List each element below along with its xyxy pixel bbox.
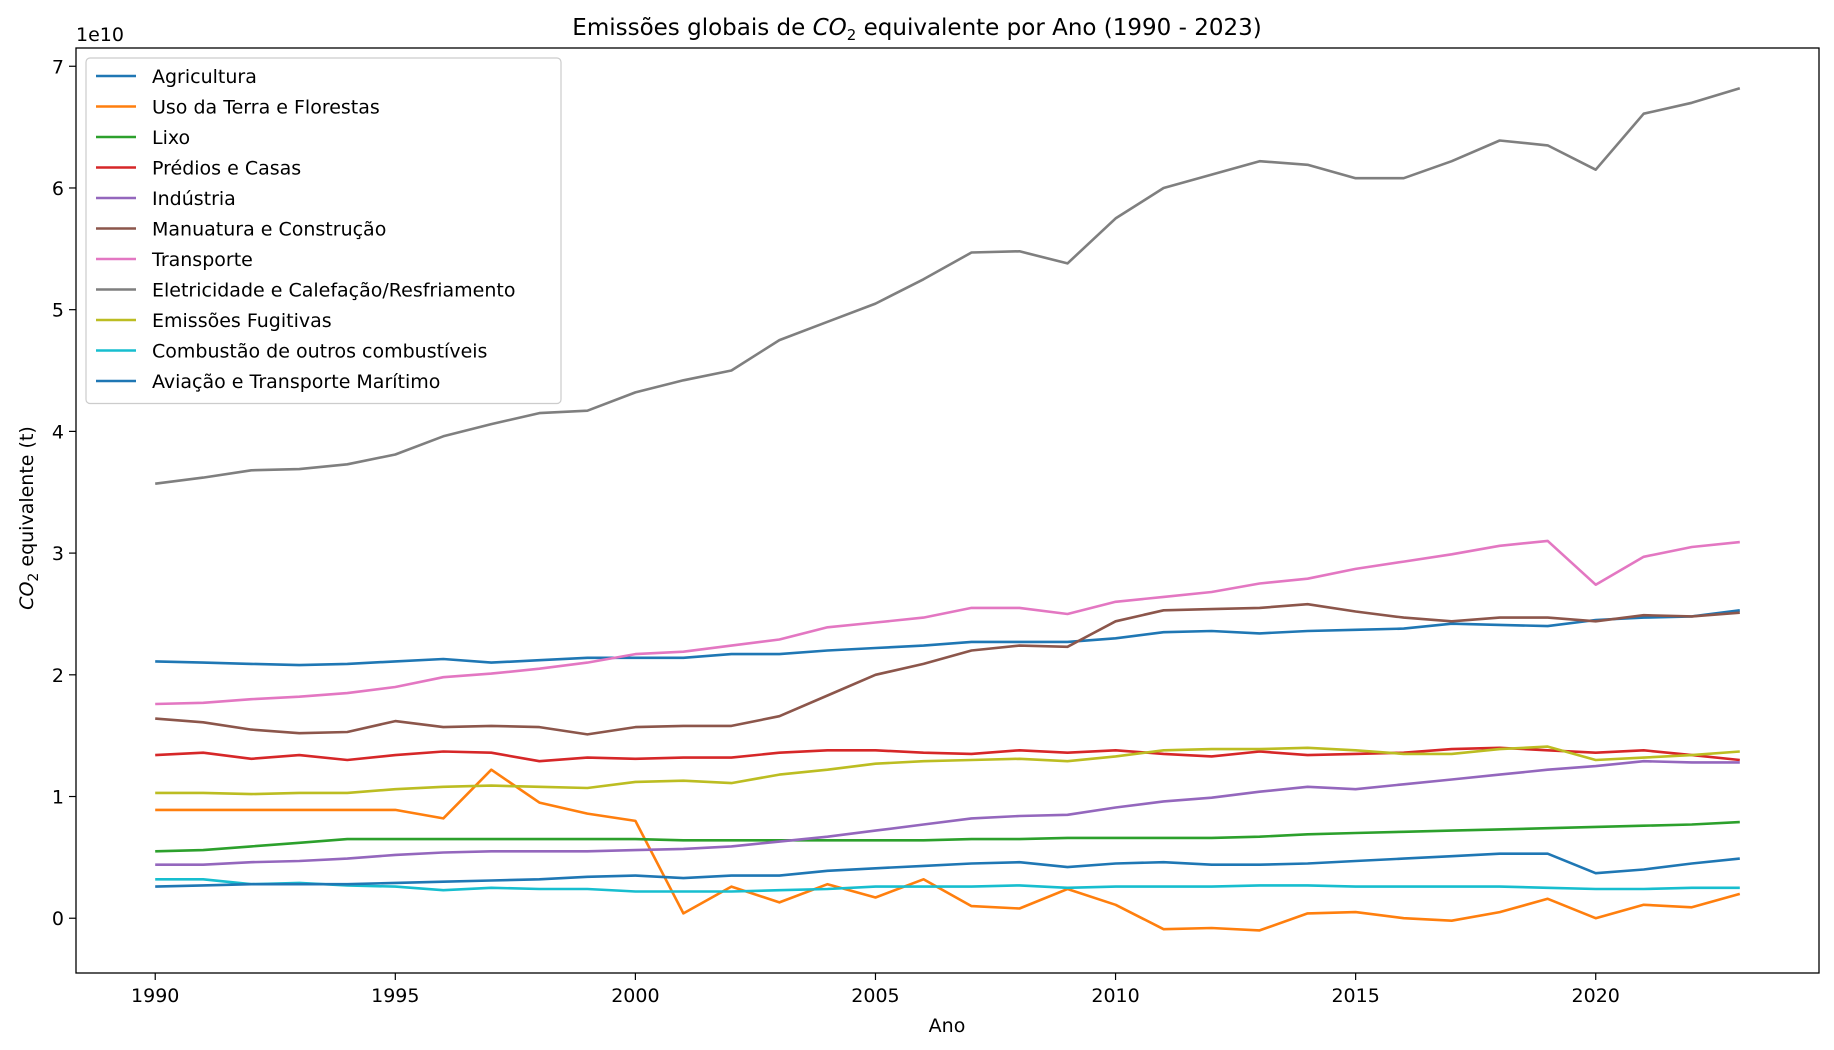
chart-title: Emissões globais de CO2 equivalente por …: [572, 15, 1261, 44]
series-line-2: [155, 820, 1740, 853]
legend-label-5: Manuatura e Construção: [152, 219, 386, 241]
legend-label-8: Emissões Fugitivas: [152, 310, 332, 332]
y-tick-label-1: 1: [52, 787, 64, 809]
series-line-7: [155, 86, 1741, 485]
y-tick-label-0: 0: [52, 908, 64, 930]
x-tick-label-0: 1990: [131, 985, 179, 1007]
legend-label-0: Agricultura: [152, 66, 257, 88]
series-line-3: [155, 746, 1740, 763]
legend-label-9: Combustão de outros combustíveis: [152, 341, 487, 363]
legend-label-7: Eletricidade e Calefação/Resfriamento: [152, 280, 515, 302]
series-line-0: [155, 609, 1740, 667]
series-line-5: [155, 602, 1740, 736]
legend-label-10: Aviação e Transporte Marítimo: [152, 371, 440, 393]
series-line-9: [155, 877, 1740, 893]
x-axis-label: Ano: [929, 1015, 966, 1037]
x-tick-label-6: 2020: [1572, 985, 1620, 1007]
plot-frame: [75, 47, 1820, 974]
y-tick-label-2: 2: [52, 665, 64, 687]
x-tick-label-1: 1995: [371, 985, 419, 1007]
legend-label-4: Indústria: [152, 188, 236, 210]
legend-label-6: Transporte: [151, 249, 253, 271]
legend-label-2: Lixo: [152, 127, 190, 149]
series-line-8: [155, 745, 1740, 796]
axis-ticks: 1990 1995 2000 2005 2010 2015 2020 0 1 2 3 4 5 6 7: [52, 56, 1620, 1007]
y-axis-label: CO2 equivalente (t): [16, 426, 42, 610]
legend-label-3: Prédios e Casas: [152, 158, 301, 180]
series-line-4: [155, 759, 1740, 867]
series-line-6: [155, 539, 1740, 706]
series-line-10: [155, 852, 1740, 888]
x-tick-label-4: 2010: [1091, 985, 1139, 1007]
y-tick-label-3: 3: [52, 543, 64, 565]
y-tick-label-5: 5: [52, 300, 64, 322]
legend-box: [85, 57, 562, 405]
y-tick-label-4: 4: [52, 421, 64, 443]
x-tick-label-2: 2000: [611, 985, 659, 1007]
legend-label-1: Uso da Terra e Florestas: [152, 97, 380, 119]
y-tick-label-6: 6: [52, 178, 64, 200]
plot-area: [155, 86, 1741, 932]
series-line-1: [155, 768, 1741, 932]
x-tick-label-3: 2005: [851, 985, 899, 1007]
legend: Agricultura Uso da Terra e Florestas Lixo P…: [85, 57, 562, 405]
y-tick-label-7: 7: [52, 56, 64, 78]
x-tick-label-5: 2015: [1331, 985, 1379, 1007]
y-axis-offset-label: 1e10: [76, 24, 124, 46]
